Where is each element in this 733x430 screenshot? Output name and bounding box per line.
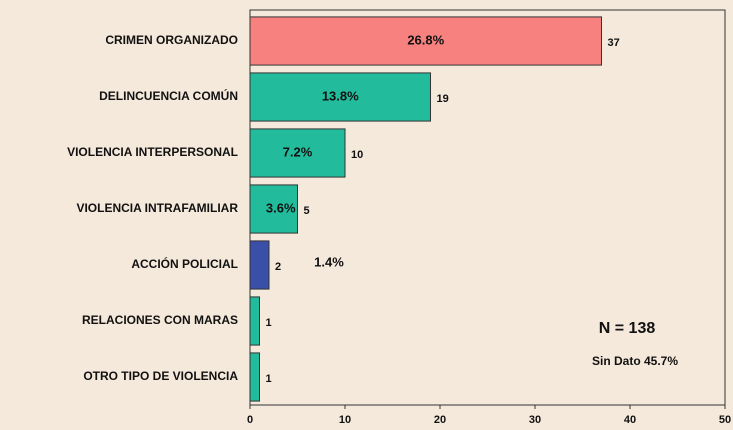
value-label: 19 [437,93,449,105]
value-label: 1 [266,317,272,329]
y-tick-label: ACCIÓN POLICIAL [131,256,238,271]
bar [249,16,602,66]
y-tick-label: VIOLENCIA INTRAFAMILIAR [76,201,238,215]
share-label: 13.8% [322,88,359,103]
annotation: N = 138 [599,320,656,337]
y-tick-label: RELACIONES CON MARAS [82,313,238,327]
annotation: Sin Dato 45.7% [592,354,678,368]
x-tick-label: 40 [624,414,636,426]
value-label: 5 [304,205,310,217]
bar [249,352,260,402]
value-label: 1 [266,373,272,385]
share-label: 7.2% [283,144,313,159]
value-label: 10 [351,149,363,161]
y-tick-label: VIOLENCIA INTERPERSONAL [67,145,238,159]
bar [249,184,298,234]
bar [249,128,346,178]
y-tick-label: CRIMEN ORGANIZADO [105,33,238,47]
y-tick-label: DELINCUENCIA COMÚN [99,88,238,103]
x-tick-label: 0 [247,414,253,426]
x-tick-label: 50 [719,414,731,426]
bar [249,240,270,290]
x-tick-label: 20 [434,414,446,426]
share-label: 3.6% [266,200,296,215]
value-label: 37 [608,37,620,49]
x-tick-label: 10 [339,414,351,426]
x-tick-label: 30 [529,414,541,426]
bar [249,72,431,122]
share-label: 26.8% [407,32,444,47]
y-tick-label: OTRO TIPO DE VIOLENCIA [83,369,238,383]
bar [249,296,260,346]
value-label: 2 [275,261,281,273]
share-label: 1.4% [314,254,344,269]
